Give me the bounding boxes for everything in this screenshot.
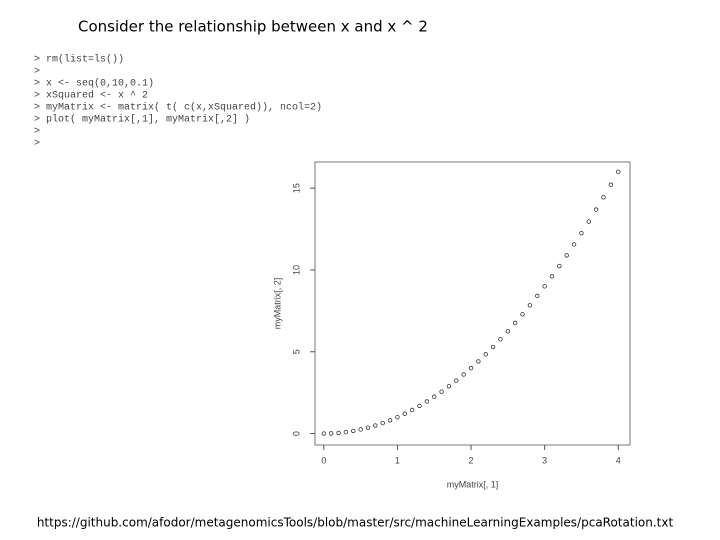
- point: [483, 352, 488, 357]
- point: [535, 293, 540, 299]
- point: [586, 219, 591, 224]
- x-tick-label: 3: [542, 455, 547, 465]
- point: [601, 195, 606, 200]
- code-line: >: [34, 67, 40, 78]
- point: [365, 425, 371, 430]
- point: [579, 230, 584, 236]
- code-line: > xSquared <- x ^ 2: [34, 90, 148, 102]
- point: [557, 263, 562, 269]
- point: [432, 394, 437, 399]
- point: [409, 407, 415, 413]
- point: [498, 337, 503, 342]
- code-block: > rm(list=ls())>> x <- seq(0,10,0.1)> xS…: [34, 54, 322, 150]
- code-line: >: [34, 127, 40, 138]
- point: [490, 344, 496, 350]
- y-tick-label: 10: [291, 265, 301, 275]
- point: [351, 428, 356, 434]
- y-axis-label: myMatrix[, 2]: [272, 278, 282, 330]
- code-line: > plot( myMatrix[,1], myMatrix[,2] ): [34, 114, 250, 126]
- point: [461, 372, 466, 377]
- point: [454, 378, 459, 383]
- point: [417, 403, 422, 409]
- point: [402, 411, 407, 416]
- point: [336, 430, 341, 436]
- slide-title: Consider the relationship between x and …: [78, 18, 428, 36]
- point: [476, 359, 481, 364]
- x-tick-label: 1: [395, 455, 400, 465]
- code-line: > myMatrix <- matrix( t( c(x,xSquared)),…: [34, 102, 322, 114]
- point: [380, 420, 385, 426]
- x-tick-label: 0: [321, 455, 326, 465]
- point: [424, 399, 430, 404]
- y-tick-label: 0: [291, 431, 301, 436]
- plot-box: [314, 161, 631, 446]
- x-tick-label: 2: [469, 455, 474, 465]
- point: [373, 423, 378, 428]
- point: [542, 284, 547, 289]
- code-line: > x <- seq(0,10,0.1): [34, 78, 154, 90]
- y-tick-label: 5: [291, 349, 301, 354]
- y-tick-label: 15: [291, 183, 301, 193]
- point: [520, 312, 525, 317]
- chart: 0 1 2 3 4 0 5 10 15 myMatrix[, 1] myMatrix[, 2]: [272, 161, 631, 489]
- point: [593, 207, 599, 212]
- point: [512, 320, 518, 326]
- x-axis-label: myMatrix[, 1]: [447, 479, 499, 489]
- point: [439, 389, 444, 394]
- code-line: > rm(list=ls()): [34, 54, 124, 66]
- point: [358, 427, 363, 432]
- code-line: >: [34, 139, 40, 150]
- point: [616, 169, 621, 175]
- point: [328, 431, 334, 436]
- point: [505, 329, 511, 334]
- point: [446, 384, 452, 389]
- point: [321, 431, 327, 436]
- point: [343, 429, 349, 435]
- point: [468, 365, 474, 371]
- x-tick-label: 4: [616, 455, 621, 465]
- point: [571, 242, 577, 247]
- point: [549, 274, 555, 279]
- point: [527, 303, 533, 308]
- source-url: https://github.com/afodor/metagenomicsTo…: [37, 516, 674, 530]
- point: [564, 253, 569, 258]
- point: [608, 182, 614, 187]
- point: [387, 418, 393, 423]
- point: [395, 414, 400, 420]
